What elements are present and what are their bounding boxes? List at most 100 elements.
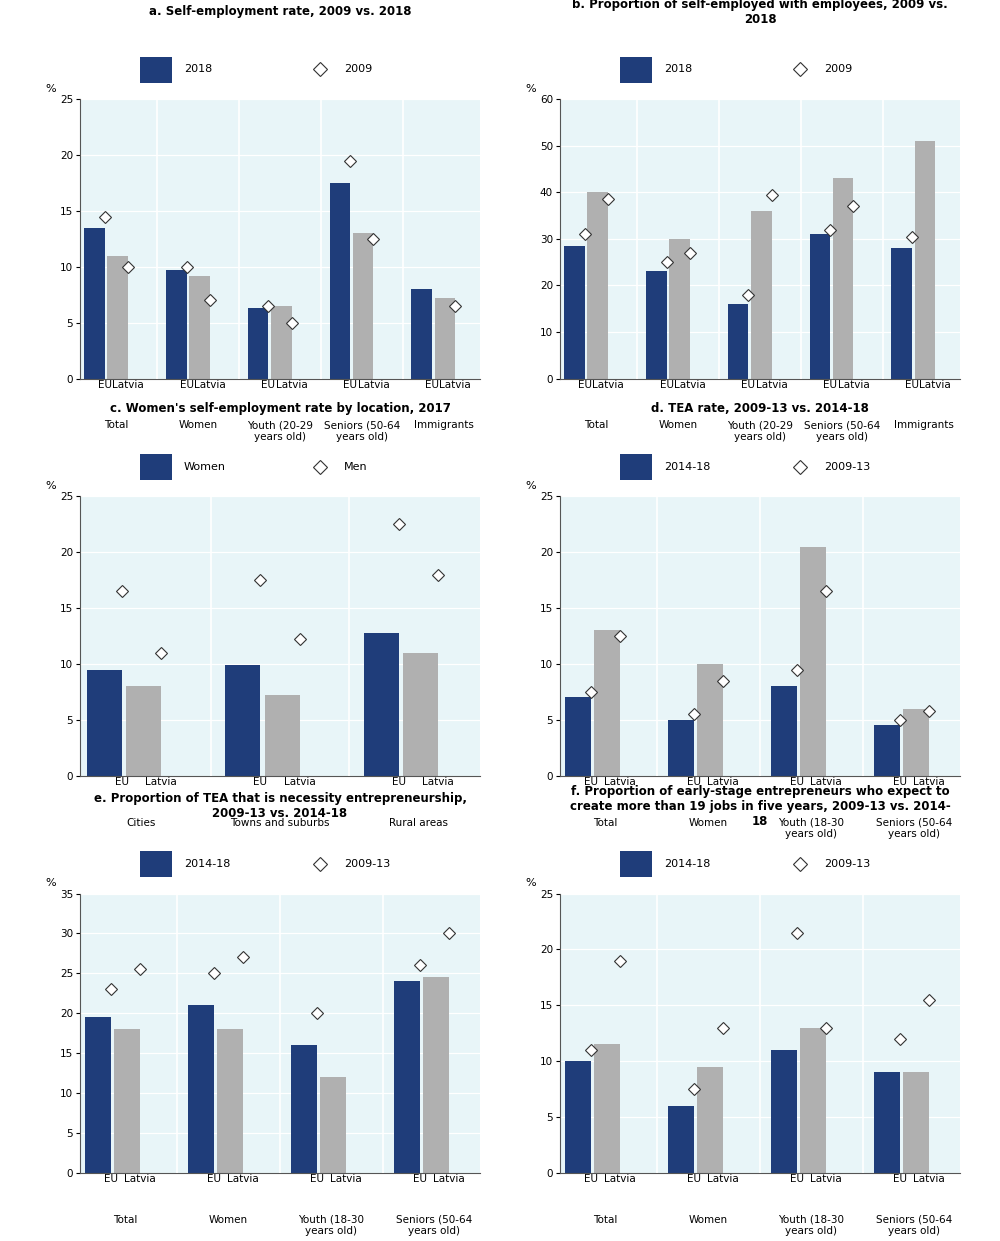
Bar (84, 228, 105, 379)
Bar (565, 697, 591, 776)
Bar (265, 695, 300, 776)
Text: 2009-13: 2009-13 (824, 859, 870, 869)
Bar (423, 978, 449, 1173)
Bar (271, 307, 292, 379)
Bar (435, 298, 455, 379)
Bar (874, 725, 900, 776)
Text: Total: Total (584, 421, 609, 431)
FancyBboxPatch shape (620, 57, 652, 83)
Text: 2009-13: 2009-13 (824, 462, 870, 472)
Bar (225, 665, 260, 776)
Text: %: % (525, 83, 536, 94)
Text: Seniors (50-64
years old): Seniors (50-64 years old) (804, 421, 880, 442)
Text: f. Proportion of early-stage entrepreneurs who expect to
create more than 19 job: f. Proportion of early-stage entrepreneu… (570, 784, 950, 828)
Bar (87, 670, 122, 776)
Text: Youth (18-30
years old): Youth (18-30 years old) (778, 1215, 844, 1236)
Text: e. Proportion of TEA that is necessity entrepreneurship,
2009-13 vs. 2014-18: e. Proportion of TEA that is necessity e… (94, 792, 466, 820)
Bar (800, 546, 826, 776)
Text: Towns and suburbs: Towns and suburbs (230, 818, 330, 828)
Text: Immigrants: Immigrants (414, 421, 474, 431)
Text: %: % (45, 480, 56, 490)
FancyBboxPatch shape (140, 57, 172, 83)
Bar (771, 1050, 797, 1173)
Text: Men: Men (344, 462, 368, 472)
Bar (291, 1045, 317, 1173)
Text: %: % (525, 877, 536, 889)
Bar (587, 192, 608, 379)
Text: 2009: 2009 (824, 65, 852, 74)
Text: Seniors (50-64
years old): Seniors (50-64 years old) (396, 1215, 472, 1236)
Text: 2014-18: 2014-18 (664, 462, 710, 472)
Bar (915, 141, 935, 379)
Bar (594, 1045, 620, 1173)
Bar (330, 184, 350, 379)
Bar (403, 653, 438, 776)
Bar (594, 630, 620, 776)
Text: 2014-18: 2014-18 (184, 859, 230, 869)
Text: a. Self-employment rate, 2009 vs. 2018: a. Self-employment rate, 2009 vs. 2018 (149, 5, 411, 19)
Bar (697, 1067, 723, 1173)
Bar (800, 1028, 826, 1173)
FancyBboxPatch shape (620, 851, 652, 877)
Text: Total: Total (104, 421, 129, 431)
Bar (320, 1077, 346, 1173)
Text: Women: Women (209, 1215, 248, 1225)
FancyBboxPatch shape (620, 454, 652, 480)
Bar (85, 1018, 111, 1173)
Bar (697, 664, 723, 776)
Text: Immigrants: Immigrants (894, 421, 954, 431)
Bar (353, 233, 373, 379)
Bar (189, 276, 210, 379)
Text: Seniors (50-64
years old): Seniors (50-64 years old) (324, 421, 400, 442)
Text: Women: Women (184, 462, 226, 472)
Text: c. Women's self-employment rate by location, 2017: c. Women's self-employment rate by locat… (110, 402, 450, 416)
Text: 2009-13: 2009-13 (344, 859, 390, 869)
Text: Women: Women (689, 818, 728, 828)
Text: %: % (45, 83, 56, 94)
Bar (903, 1072, 929, 1173)
Bar (411, 289, 432, 379)
Bar (188, 1005, 214, 1173)
Bar (394, 982, 420, 1173)
Text: b. Proportion of self-employed with employees, 2009 vs.
2018: b. Proportion of self-employed with empl… (572, 0, 948, 26)
Text: 2018: 2018 (184, 65, 212, 74)
Text: Total: Total (593, 818, 618, 828)
Bar (833, 179, 853, 379)
FancyBboxPatch shape (140, 851, 172, 877)
Text: Women: Women (689, 1215, 728, 1225)
Bar (565, 1061, 591, 1173)
Bar (364, 633, 399, 776)
Text: Seniors (50-64
years old): Seniors (50-64 years old) (876, 818, 952, 839)
Bar (728, 304, 748, 379)
Text: Women: Women (179, 421, 218, 431)
Text: Total: Total (113, 1215, 138, 1225)
Text: Total: Total (593, 1215, 618, 1225)
Text: d. TEA rate, 2009-13 vs. 2014-18: d. TEA rate, 2009-13 vs. 2014-18 (651, 402, 869, 416)
Text: Women: Women (659, 421, 698, 431)
Text: Seniors (50-64
years old): Seniors (50-64 years old) (876, 1215, 952, 1236)
Text: %: % (525, 480, 536, 490)
Bar (564, 246, 585, 379)
Text: 2009: 2009 (344, 65, 372, 74)
Bar (891, 248, 912, 379)
Bar (668, 1106, 694, 1173)
Text: Youth (18-30
years old): Youth (18-30 years old) (778, 818, 844, 839)
Bar (646, 272, 667, 379)
Text: %: % (45, 877, 56, 889)
Bar (810, 235, 830, 379)
FancyBboxPatch shape (140, 454, 172, 480)
Text: Youth (20-29
years old): Youth (20-29 years old) (727, 421, 793, 442)
Bar (751, 211, 772, 379)
Bar (107, 256, 128, 379)
Bar (903, 709, 929, 776)
Bar (668, 720, 694, 776)
Bar (217, 1029, 243, 1173)
Bar (771, 686, 797, 776)
Bar (126, 686, 161, 776)
Text: Rural areas: Rural areas (389, 818, 448, 828)
Bar (166, 271, 187, 379)
Bar (114, 1029, 140, 1173)
Bar (248, 308, 268, 379)
Bar (669, 240, 690, 379)
Text: Cities: Cities (127, 818, 156, 828)
